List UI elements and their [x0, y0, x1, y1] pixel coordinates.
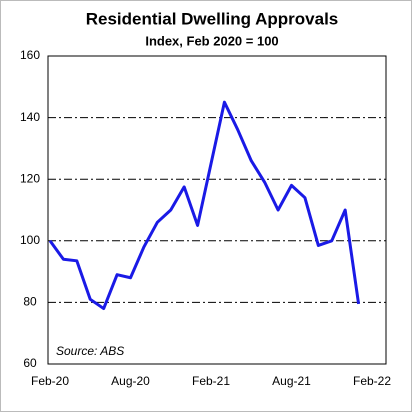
- x-tick-label: Aug-20: [111, 374, 150, 388]
- x-tick-label: Feb-21: [192, 374, 230, 388]
- y-tick-label: 140: [20, 110, 40, 124]
- chart-title: Residential Dwelling Approvals: [86, 9, 339, 28]
- x-tick-label: Feb-22: [353, 374, 391, 388]
- x-tick-label: Feb-20: [31, 374, 69, 388]
- annotation: Source: ABS: [56, 344, 124, 358]
- y-tick-label: 100: [20, 233, 40, 247]
- y-tick-label: 80: [23, 295, 37, 309]
- chart-subtitle: Index, Feb 2020 = 100: [145, 33, 278, 48]
- y-tick-label: 120: [20, 171, 40, 185]
- line: [48, 100, 361, 311]
- x-tick-label: Aug-21: [272, 374, 311, 388]
- y-tick-label: 160: [20, 48, 40, 62]
- plot-area: [47, 55, 387, 365]
- y-tick-label: 60: [23, 356, 37, 370]
